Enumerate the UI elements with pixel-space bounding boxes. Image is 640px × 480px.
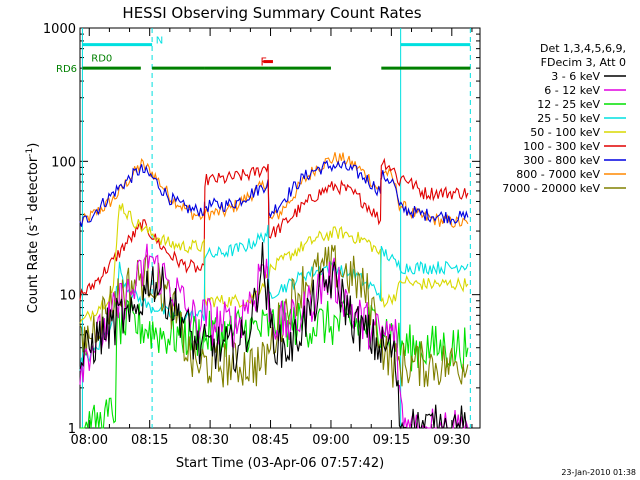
flag-label-f: F <box>260 56 266 69</box>
y-axis-label-sup2: -1 <box>25 148 35 157</box>
legend-header: FDecim 3, Att 0 <box>541 56 626 69</box>
flag-bars: N RD0 RD6 F <box>56 36 471 75</box>
legend-entry-label: 300 - 800 keV <box>523 154 600 167</box>
x-tick-label: 09:30 <box>433 433 470 448</box>
x-axis-label: Start Time (03-Apr-06 07:57:42) <box>176 456 384 471</box>
series-line <box>79 243 469 430</box>
footer-timestamp: 23-Jan-2010 01:38 <box>561 468 636 477</box>
legend-entry-label: 6 - 12 keV <box>544 84 600 97</box>
legend-entry-label: 50 - 100 keV <box>530 126 600 139</box>
y-axis-label-part3: ) <box>26 143 41 148</box>
x-tick-label: 08:45 <box>252 433 289 448</box>
legend-entry-label: 7000 - 20000 keV <box>502 182 600 195</box>
y-tick-label: 1 <box>68 422 76 437</box>
y-tick-label: 1000 <box>43 22 76 37</box>
flag-label-rd0: RD0 <box>91 54 112 65</box>
flag-label-rd6: RD6 <box>56 64 77 75</box>
y-axis-label-part2: detector <box>26 156 41 216</box>
x-tick-label: 09:00 <box>312 433 349 448</box>
vertical-markers <box>81 28 471 428</box>
series-line <box>79 242 468 430</box>
y-tick-label: 10 <box>59 289 76 304</box>
flag-label-n: N <box>156 36 163 47</box>
legend-entry-label: 12 - 25 keV <box>537 98 600 111</box>
legend-header: Det 1,3,4,5,6,9, <box>540 42 626 55</box>
chart-title: HESSI Observing Summary Count Rates <box>122 4 421 22</box>
legend-entry-label: 800 - 7000 keV <box>516 168 600 181</box>
plot-area-frame <box>79 27 481 429</box>
series-lines <box>79 152 469 430</box>
y-tick-labels: 1 10 100 1000 <box>43 22 76 437</box>
legend-entry-label: 3 - 6 keV <box>551 70 600 83</box>
x-tick-label: 09:15 <box>373 433 410 448</box>
x-tick-label: 08:15 <box>131 433 168 448</box>
series-line <box>79 152 469 228</box>
legend-entry-label: 25 - 50 keV <box>537 112 600 125</box>
y-tick-label: 100 <box>51 155 76 170</box>
y-axis-label-part1: Count Rate (s <box>26 225 41 314</box>
x-tick-label: 08:00 <box>71 433 108 448</box>
x-tick-label: 08:30 <box>191 433 228 448</box>
series-line <box>79 224 469 371</box>
x-tick-labels: 08:00 08:15 08:30 08:45 09:00 09:15 09:30 <box>71 433 471 448</box>
series-line <box>79 157 469 301</box>
y-axis-label-sup1: -1 <box>25 216 35 225</box>
y-axis-label: Count Rate (s-1 detector-1) <box>25 143 41 314</box>
series-line <box>79 159 469 227</box>
series-line <box>80 298 469 429</box>
legend: Det 1,3,4,5,6,9,FDecim 3, Att 03 - 6 keV… <box>502 42 626 195</box>
series-line <box>79 203 469 324</box>
axis-ticks <box>80 28 480 429</box>
legend-entry-label: 100 - 300 keV <box>523 140 600 153</box>
